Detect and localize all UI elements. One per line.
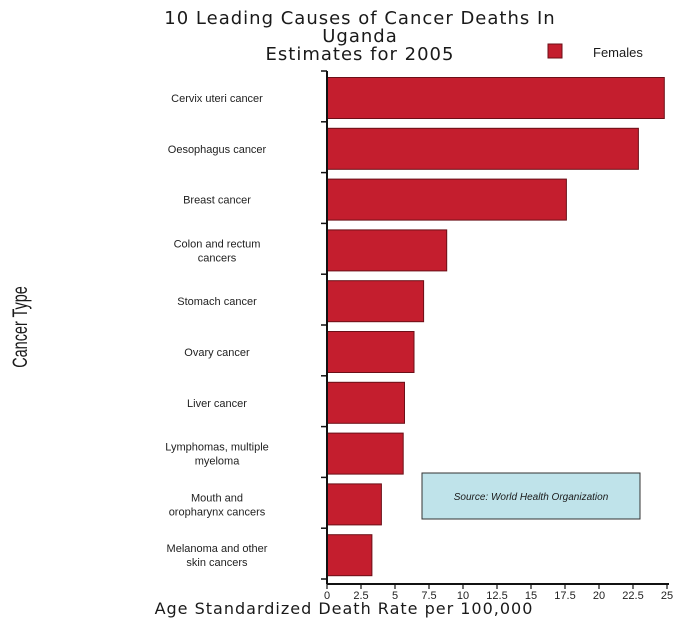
x-tick-label-5: 12.5 [486,590,507,602]
category-label-4: Colon and rectum cancers [174,238,261,264]
bar-6 [326,331,415,373]
title-line-1: 10 Leading Causes of Cancer Deaths In [164,8,555,29]
bar-5 [326,280,425,323]
source-annotation: Source: World Health Organization [421,472,641,520]
legend-label-females: Females [593,45,643,60]
title-line-3: Estimates for 2005 [266,44,455,65]
bar-7 [326,381,405,424]
bar-8 [326,432,404,475]
category-label-1: Cervix uteri cancer [171,93,263,105]
category-label-3: Breast cancer [183,195,251,207]
source-text: Source: World Health Organization [454,492,609,503]
x-tick-label-2: 5 [392,590,398,602]
x-tick-label-8: 20 [593,590,605,602]
source-box [421,472,641,520]
bar-10 [326,534,373,577]
category-labels: Cervix uteri cancer Oesophagus cancer Brea… [165,93,269,569]
title-line-2: Uganda [322,26,398,47]
bar-9 [326,483,382,526]
category-label-10: Melanoma and other skin cancers [167,543,268,569]
category-label-5: Stomach cancer [177,296,257,308]
category-label-7: Liver cancer [187,398,247,410]
x-axis-title: Age Standardized Death Rate per 100,000 [155,599,534,618]
x-tick-label-1: 2.5 [353,590,368,602]
y-axis-title: Cancer Type [8,286,31,368]
bars [326,77,665,577]
legend-swatch-females [547,43,563,59]
axes [321,70,669,589]
x-tick-labels: 0 2.5 5 7.5 10 12.5 15 17.5 20 22.5 25 [324,590,673,602]
chart-title: 10 Leading Causes of Cancer Deaths InUga… [164,8,555,65]
category-label-8: Lymphomas, multiple myeloma [165,442,269,468]
x-tick-label-4: 10 [457,590,469,602]
x-tick-label-10: 25 [661,590,673,602]
bar-3 [326,178,567,221]
category-label-6: Ovary cancer [184,347,250,359]
x-tick-label-9: 22.5 [622,590,643,602]
x-tick-label-6: 15 [525,590,537,602]
bar-2 [326,127,639,170]
category-label-9: Mouth and oropharynx cancers [169,492,266,518]
category-label-2: Oesophagus cancer [168,144,267,156]
bar-4 [326,229,448,272]
x-tick-label-0: 0 [324,590,330,602]
x-tick-label-7: 17.5 [554,590,575,602]
bar-1 [326,77,665,119]
legend: Females [547,43,643,60]
x-tick-label-3: 7.5 [421,590,436,602]
